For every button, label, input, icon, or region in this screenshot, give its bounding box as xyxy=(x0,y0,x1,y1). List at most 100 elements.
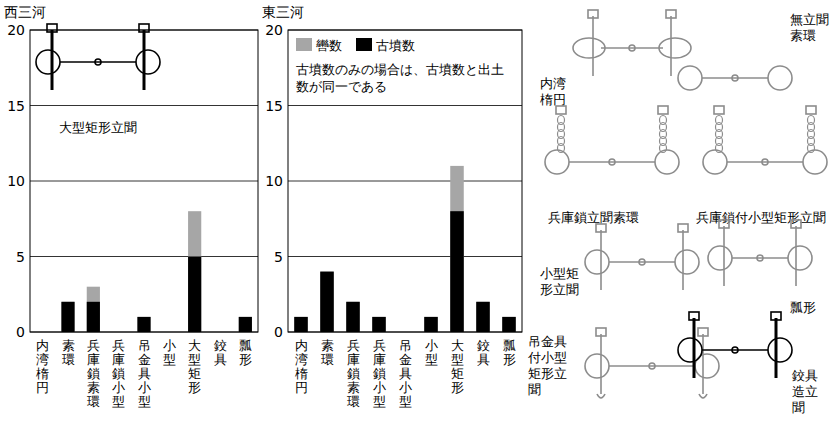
x-tick-label: 素環 xyxy=(321,338,334,367)
x-tick-char: 形 xyxy=(503,352,516,367)
bit-illustration xyxy=(573,10,691,76)
x-tick-char: 金 xyxy=(399,352,412,367)
x-tick-label: 内湾楕円 xyxy=(36,338,49,395)
bit-joint xyxy=(609,159,615,165)
bar xyxy=(87,287,100,332)
illustration-label: 鉸具造立聞 xyxy=(792,368,818,415)
illustration-label-line: 付小型 xyxy=(527,350,567,365)
x-tick-char: 庫 xyxy=(373,352,386,367)
illustration-label-line: 小型矩 xyxy=(540,266,579,281)
illustration-label: 内湾楕円 xyxy=(540,76,566,107)
grid-line xyxy=(30,181,258,182)
illustration-label-line: 聞 xyxy=(528,382,541,397)
bar xyxy=(424,317,438,332)
bit-rod xyxy=(670,16,672,76)
bit-cheek xyxy=(806,106,816,114)
y-tick-label: 5 xyxy=(274,249,283,265)
bit-cheek xyxy=(678,224,688,232)
x-tick-char: 湾 xyxy=(36,352,49,367)
bit-illustration xyxy=(678,66,792,90)
bit-illustration xyxy=(545,106,679,174)
x-tick-char: 素 xyxy=(321,338,334,353)
x-tick-char: 円 xyxy=(36,380,49,395)
illustration-label-line: 矩形立 xyxy=(528,366,567,381)
y-tick-label: 15 xyxy=(265,98,283,114)
bit-ring xyxy=(803,150,827,174)
bit-ring xyxy=(703,150,727,174)
bar xyxy=(188,211,201,332)
panel-title: 東三河 xyxy=(262,4,304,20)
x-tick-char: 型 xyxy=(138,394,151,409)
x-tick-char: 型 xyxy=(451,352,464,367)
x-tick-char: 矩 xyxy=(451,366,464,381)
y-tick-label: 20 xyxy=(265,22,283,38)
bit-chain xyxy=(716,116,723,125)
bit-cheek xyxy=(714,106,724,114)
x-tick-char: 庫 xyxy=(87,352,100,367)
bit-illustration xyxy=(708,220,812,286)
bit-bar xyxy=(702,77,768,79)
grid-line xyxy=(288,105,522,106)
bit-rod xyxy=(592,16,594,76)
x-tick-label: 瓢形 xyxy=(239,338,252,367)
x-tick-char: 型 xyxy=(399,394,412,409)
x-tick-char: 内 xyxy=(295,338,308,353)
x-tick-char: 素 xyxy=(87,380,100,395)
x-tick-char: 鎖 xyxy=(373,366,386,381)
x-tick-char: 具 xyxy=(214,352,227,367)
bit-chain xyxy=(808,116,815,125)
bit-ring xyxy=(678,66,702,90)
x-tick-char: 大 xyxy=(451,338,464,353)
bit-bar xyxy=(727,161,803,163)
bar xyxy=(294,317,308,332)
x-tick-label: 吊金具小型 xyxy=(399,338,412,409)
bit-illustration xyxy=(703,106,827,174)
bit-ring xyxy=(768,66,792,90)
illustration-label: 無立聞素環 xyxy=(790,12,829,43)
annotation: 大型矩形立聞 xyxy=(59,120,137,135)
x-tick-label: 瓢形 xyxy=(503,338,516,367)
x-tick-char: 環 xyxy=(321,352,334,367)
bit-illustration xyxy=(585,328,719,398)
x-tick-char: 鎖 xyxy=(347,366,360,381)
y-tick-label: 10 xyxy=(7,173,25,189)
bar xyxy=(372,317,386,332)
bit-joint xyxy=(762,159,768,165)
bit-ring xyxy=(678,338,702,362)
x-tick-char: 小 xyxy=(399,380,412,395)
bit-ring xyxy=(136,50,160,74)
x-tick-label: 兵庫鎖小型 xyxy=(112,338,125,409)
x-tick-label: 小型 xyxy=(163,338,176,367)
bit-bar xyxy=(609,261,675,263)
x-tick-char: 庫 xyxy=(112,352,125,367)
illustration-label: 兵庫鎖付小型矩形立聞 xyxy=(696,210,826,225)
bit-bar xyxy=(732,257,788,259)
x-tick-char: 素 xyxy=(62,338,75,353)
bit-rod xyxy=(795,226,797,286)
x-tick-char: 環 xyxy=(347,394,360,409)
bit-ring xyxy=(675,250,699,274)
bit-illustration xyxy=(585,224,699,290)
bit-joint xyxy=(629,45,635,51)
x-tick-label: 素環 xyxy=(62,338,75,367)
bit-joint xyxy=(649,363,655,369)
x-tick-char: 型 xyxy=(425,352,438,367)
x-tick-char: 金 xyxy=(138,352,151,367)
plot-frame xyxy=(30,30,258,332)
bar xyxy=(450,211,464,332)
x-tick-char: 環 xyxy=(62,352,75,367)
x-tick-label: 兵庫鎖素環 xyxy=(87,338,100,409)
x-tick-char: 型 xyxy=(188,352,201,367)
bit-ring xyxy=(655,150,679,174)
y-tick-label: 15 xyxy=(7,98,25,114)
illustration-label-line: 楕円 xyxy=(540,92,566,107)
x-tick-char: 瓢 xyxy=(503,338,516,353)
bar xyxy=(137,317,150,332)
bit-illustration xyxy=(678,312,792,378)
bit-ring xyxy=(788,246,812,270)
plot-area xyxy=(288,30,522,332)
bit-hook xyxy=(597,394,605,398)
illustration-label-line: 兵庫鎖付小型矩形立聞 xyxy=(696,210,826,225)
bars xyxy=(294,166,516,332)
x-tick-char: 形 xyxy=(239,352,252,367)
